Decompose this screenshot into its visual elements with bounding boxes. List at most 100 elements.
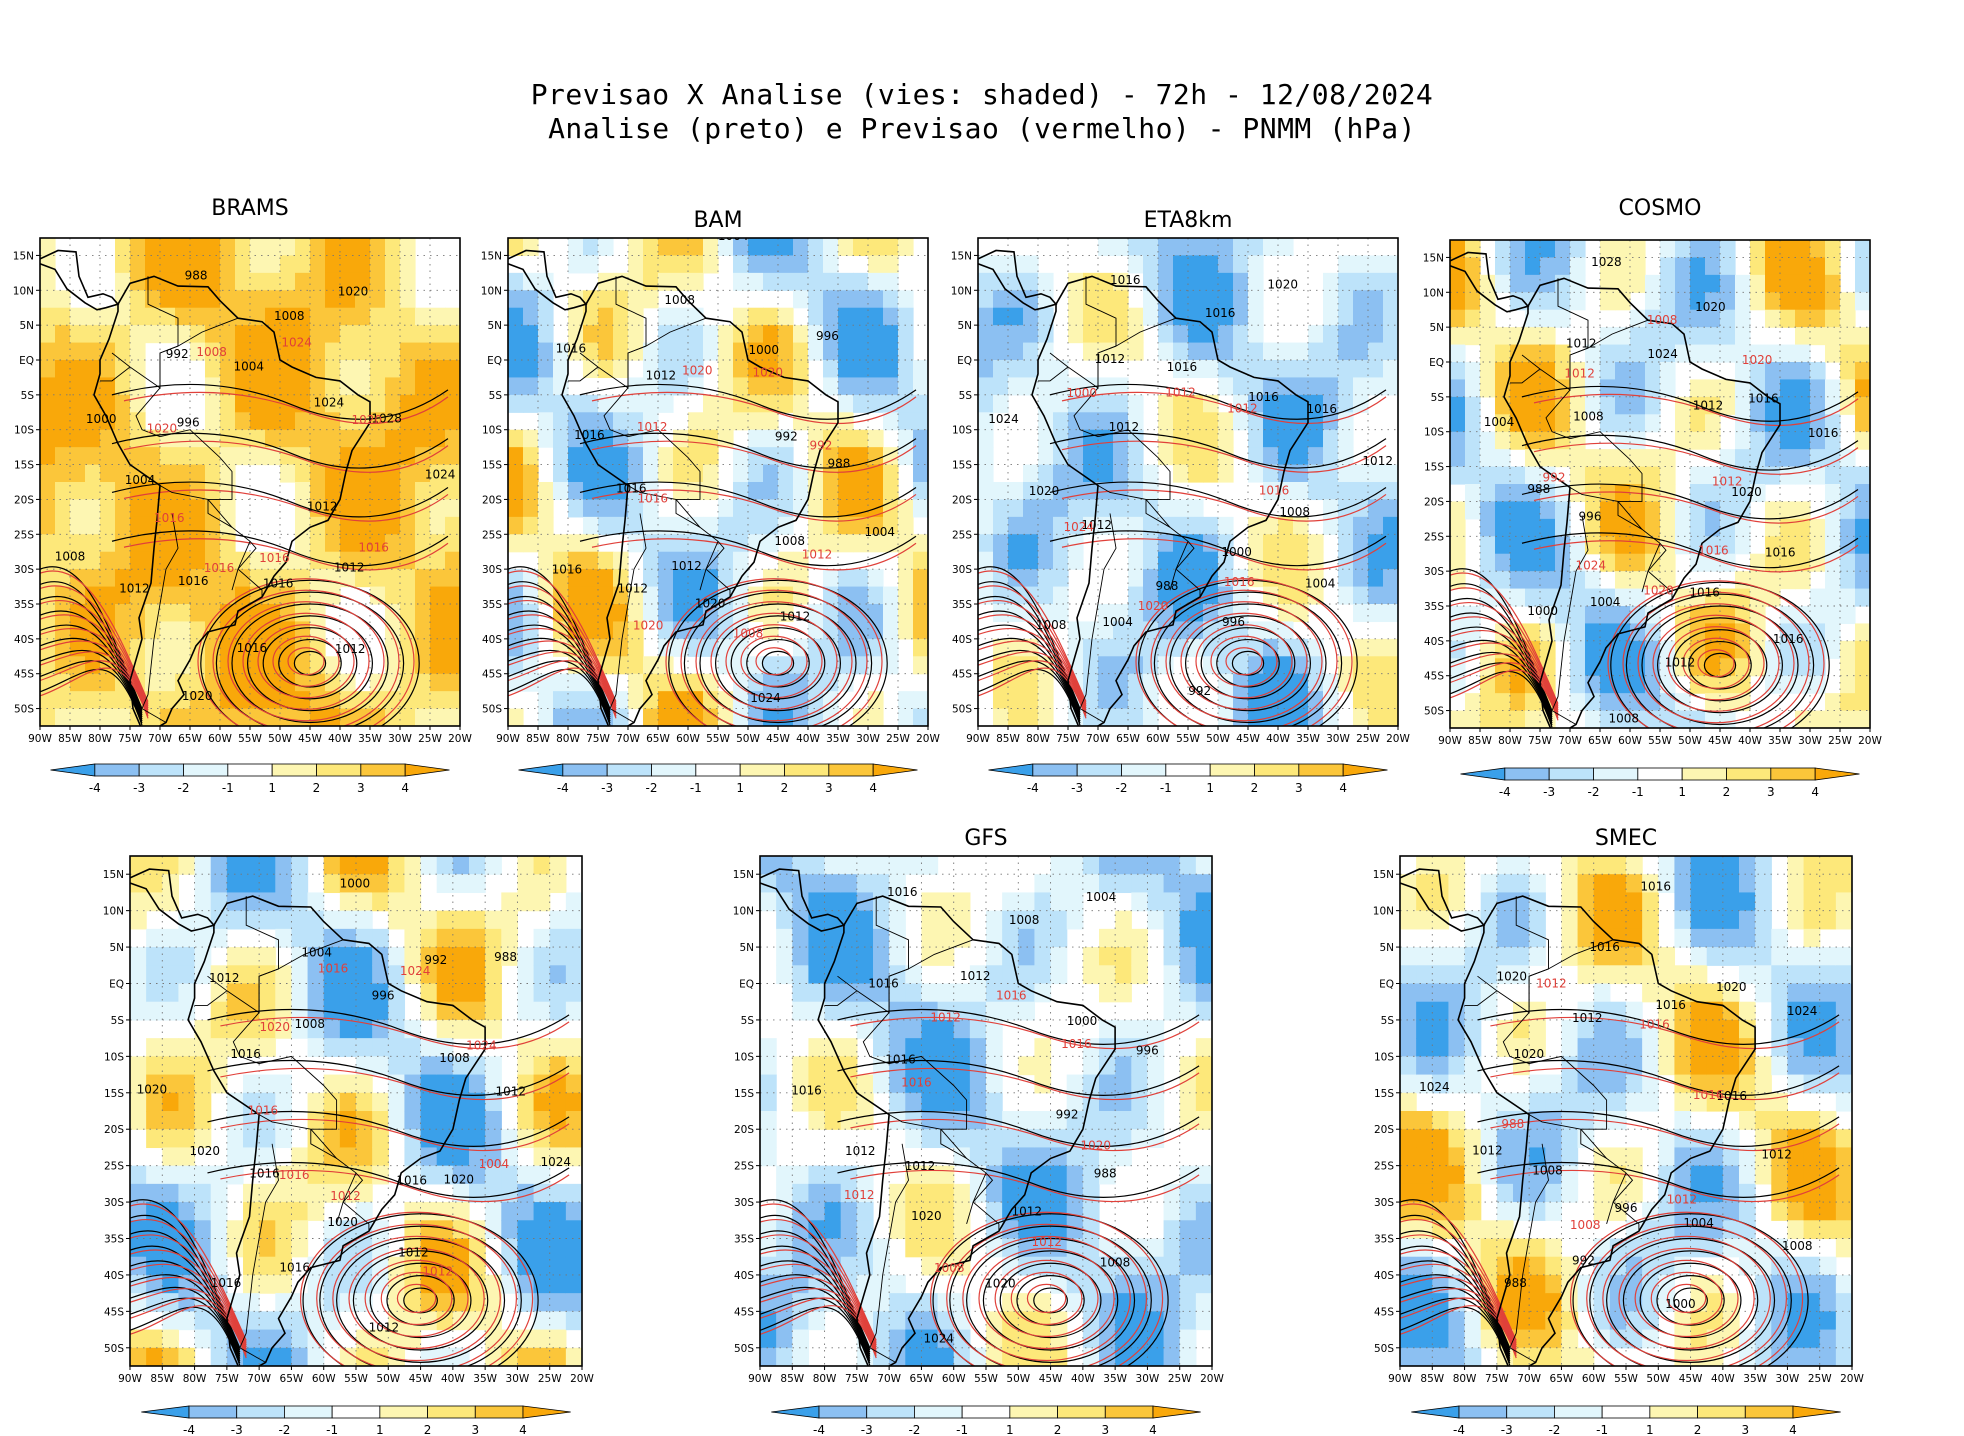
panel-gfs-analysis-label: 1020 <box>911 1209 942 1223</box>
panel-smec-analysis-label: 1024 <box>1787 1004 1818 1018</box>
panel-gfs-lat-label: 30S <box>734 1197 754 1209</box>
panel-model-5-lat-label: 15N <box>103 869 124 881</box>
panel-bam-lat-label: 10S <box>482 425 502 437</box>
panel-gfs: GFS 1012 1012 1016 1016 1016 1016 1012 1008 1004 1… <box>720 0 1252 1436</box>
panel-bam-analysis-label: 1008 <box>774 534 805 548</box>
panel-model-5-analysis-label: 1016 <box>249 1167 280 1181</box>
panel-model-5-colorbar-segment <box>188 1405 238 1419</box>
panel-cosmo-lon-label: 50W <box>1678 735 1702 747</box>
panel-model-5-analysis-label: 1008 <box>439 1051 470 1065</box>
panel-bam-forecast-label: 1008 <box>733 627 764 641</box>
panel-cosmo-analysis-label: 1016 <box>1773 632 1804 646</box>
panel-smec-colorbar-segment <box>1697 1405 1746 1419</box>
panel-cosmo-analysis-isobars <box>1450 385 1859 728</box>
panel-brams-lat-label: 45S <box>14 669 34 681</box>
panel-smec-colorbar-segment <box>1792 1405 1841 1419</box>
panel-cosmo-lon-label: 90W <box>1438 735 1462 747</box>
panel-smec-analysis-label: 1008 <box>1782 1239 1813 1253</box>
panel-eta8km-lat-label: 50S <box>952 704 972 716</box>
panel-bam-colorbar-label: 3 <box>825 781 833 795</box>
panel-bam-analysis-label: 1024 <box>750 691 781 705</box>
panel-model-5-analysis-label: 992 <box>424 953 447 967</box>
panel-brams-map: 1012101210121016101610201016101210081004… <box>13 237 472 795</box>
panel-brams-lon-label: 70W <box>148 733 172 745</box>
panel-eta8km-lat-label: 5N <box>957 320 972 332</box>
panel-smec-lon-label: 75W <box>1485 1373 1509 1385</box>
panel-bam-colorbar-label: 2 <box>781 781 789 795</box>
panel-bam-lon-label: 85W <box>526 733 550 745</box>
panel-cosmo-forecast-label: 1012 <box>1564 367 1595 381</box>
panel-gfs-lon-label: 45W <box>1039 1373 1063 1385</box>
panel-model-5-colorbar-label: 3 <box>471 1423 479 1436</box>
panel-brams-map-content: 1012101210121016101610201016101210081004… <box>40 238 460 726</box>
panel-eta8km-colorbar-label: 3 <box>1295 781 1303 795</box>
panel-bam: BAM 1012 1012 1016 1016 1016 1016 1012 1008 1004 1… <box>468 0 968 1436</box>
panel-gfs-forecast-isobars <box>760 1016 1200 1366</box>
panel-model-5-analysis-label: 1016 <box>396 1174 427 1188</box>
panel-gfs-lat-label: 5S <box>741 1015 755 1027</box>
panel-eta8km-colorbar-label: -1 <box>1160 781 1172 795</box>
panel-gfs-lat-label: 50S <box>734 1343 754 1355</box>
panel-smec-lat-label: 15S <box>1374 1088 1394 1100</box>
panel-model-5-lon-label: 40W <box>441 1373 465 1385</box>
panel-cosmo-colorbar-label: 4 <box>1811 785 1819 799</box>
panel-brams-colorbar-label: 2 <box>313 781 321 795</box>
panel-cosmo-country-borders <box>1510 278 1673 725</box>
panel-smec-colorbar-label: 1 <box>1646 1423 1654 1436</box>
panel-brams-lat-label: 15S <box>14 460 34 472</box>
panel-cosmo-forecast-label: 1016 <box>1698 544 1729 558</box>
panel-model-5-lat-label: 45S <box>104 1306 124 1318</box>
panel-brams-analysis-label: 1008 <box>55 549 86 563</box>
panel-model-5-colorbar-label: -4 <box>183 1423 195 1436</box>
panel-eta8km-lat-label: 10S <box>952 425 972 437</box>
panel-brams-lat-label: 5N <box>19 320 34 332</box>
panel-model-5-lon-label: 80W <box>183 1373 207 1385</box>
panel-smec-lon-label: 70W <box>1517 1373 1541 1385</box>
panel-brams-forecast-label: 1024 <box>281 336 312 350</box>
panel-smec-lon-label: 50W <box>1646 1373 1670 1385</box>
panel-model-5-analysis-label: 988 <box>494 950 517 964</box>
panel-gfs-analysis-label: 1016 <box>887 885 918 899</box>
panel-brams-analysis-isobars <box>40 383 449 726</box>
panel-cosmo-lat-label: 45S <box>1424 671 1444 683</box>
panel-model-5-analysis-label: 1008 <box>295 1017 326 1031</box>
panel-eta8km-analysis-label: 1016 <box>1205 306 1236 320</box>
panel-eta8km-analysis-label: 1012 <box>1362 454 1393 468</box>
panel-smec: SMEC 1012 1016 1016 1016 1020 1024 1016 1012 1008… <box>1360 0 1892 1436</box>
panel-brams-colorbar: -4 -3 -2 -1 1 2 3 4 <box>50 763 450 795</box>
panel-gfs-lon-label: 30W <box>1136 1373 1160 1385</box>
panel-cosmo-title: COSMO <box>1618 196 1702 221</box>
panel-eta8km-lat-label: 15N <box>951 250 972 262</box>
panel-brams-colorbar-label: -3 <box>133 781 145 795</box>
panel-gfs-lat-label: 5N <box>739 942 754 954</box>
panel-bam-analysis-label: 1008 <box>664 293 695 307</box>
panel-cosmo-lon-label: 30W <box>1798 735 1822 747</box>
panel-brams-lon-label: 75W <box>118 733 142 745</box>
panel-brams-lat-label: EQ <box>19 355 34 367</box>
panel-cosmo-lat-label: 35S <box>1424 601 1444 613</box>
panel-bam-lon-label: 75W <box>586 733 610 745</box>
panel-bam-colorbar: -4 -3 -2 -1 1 2 3 4 <box>518 763 918 795</box>
panel-model-5-colorbar-label: 4 <box>519 1423 527 1436</box>
panel-bam-lon-label: 65W <box>646 733 670 745</box>
panel-cosmo-forecast-label: 1024 <box>1576 559 1607 573</box>
panel-smec-lat-label: 20S <box>1374 1124 1394 1136</box>
panel-smec-analysis-label: 996 <box>1615 1201 1638 1215</box>
panel-gfs-forecast-label: 1012 <box>930 1010 961 1024</box>
panel-eta8km: ETA8km 1012 1012 1016 1016 1016 1020 1016 1016 10… <box>938 0 1438 1436</box>
panel-eta8km-lon-label: 90W <box>966 733 990 745</box>
panel-cosmo-lon-label: 75W <box>1528 735 1552 747</box>
panel-model-5-lon-label: 25W <box>538 1373 562 1385</box>
panel-eta8km-forecast-label: 1016 <box>1259 483 1290 497</box>
panel-brams-analysis-label: 1024 <box>425 468 456 482</box>
panel-brams-lon-label: 25W <box>418 733 442 745</box>
panel-brams-lon-label: 45W <box>298 733 322 745</box>
panel-gfs-analysis-label: 1012 <box>845 1144 876 1158</box>
panel-model-5-forecast-label: 1004 <box>479 1157 510 1171</box>
panel-gfs-colorbar-segment <box>1104 1405 1154 1419</box>
panel-bam-analysis-label: 996 <box>816 329 839 343</box>
panel-eta8km-lon-label: 50W <box>1206 733 1230 745</box>
panel-brams-title: BRAMS <box>211 196 289 221</box>
panel-model-5-lon-label: 30W <box>506 1373 530 1385</box>
panel-gfs-forecast-label: 1020 <box>1081 1139 1112 1153</box>
